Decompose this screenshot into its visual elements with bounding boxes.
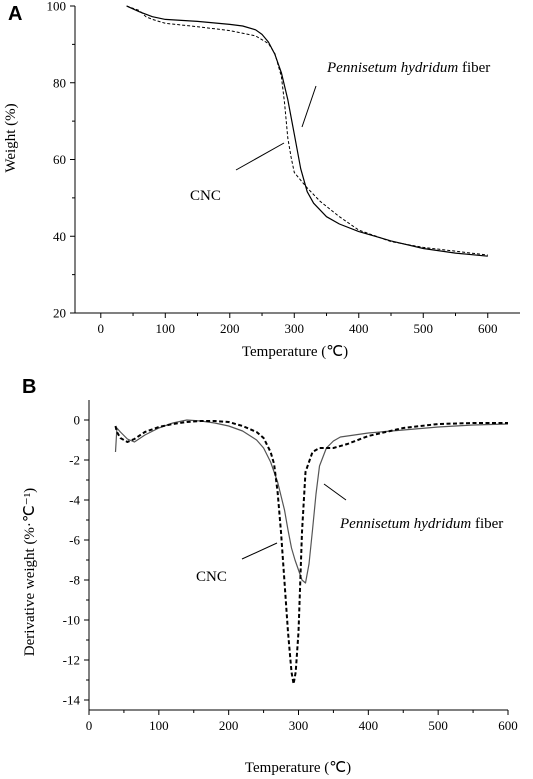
panel-b-cnc-annotation: CNC xyxy=(196,569,227,585)
panel-a-x-tick-label: 300 xyxy=(285,321,305,336)
panel-a-y-axis-title: Weight (%) xyxy=(3,103,19,172)
panel-b-x-tick-label: 300 xyxy=(289,718,309,733)
panel-b-x-tick-label: 600 xyxy=(498,718,518,733)
panel-b-x-tick-label: 400 xyxy=(359,718,379,733)
panel-b-cnc-leader xyxy=(241,542,278,560)
panel-a-x-ticks: 0 100 200 300 400 500 600 xyxy=(98,313,498,336)
panel-b-letter: B xyxy=(22,376,36,398)
panel-a-series xyxy=(126,5,488,257)
panel-a-series-cnc-line xyxy=(126,5,488,256)
panel-a: A 0 100 200 300 400 500 600 20 40 60 80 100 Temper… xyxy=(3,0,520,360)
panel-b-y-tick-label: -2 xyxy=(69,453,80,468)
panel-a-fiber-leader xyxy=(301,85,317,128)
panel-b-y-tick-label: -14 xyxy=(63,693,81,708)
panel-b-fiber-leader xyxy=(323,483,347,501)
panel-b-series-cnc-line xyxy=(114,420,508,685)
panel-b-y-tick-label: -12 xyxy=(63,653,80,668)
panel-a-x-axis-title: Temperature (℃) xyxy=(242,344,348,360)
panel-a-x-tick-label: 500 xyxy=(414,321,434,336)
panel-b-y-tick-label: -10 xyxy=(63,613,80,628)
panel-a-y-tick-label: 100 xyxy=(47,0,67,14)
panel-b-fiber-annotation-italic: Pennisetum hydridum xyxy=(339,516,471,532)
panel-b-fiber-annotation-rest: fiber xyxy=(471,516,503,532)
panel-b-y-ticks: 0 -2 -4 -6 -8 -10 -12 -14 xyxy=(63,413,89,708)
panel-b-x-tick-label: 0 xyxy=(86,718,93,733)
panel-b: B 0 100 200 300 400 500 600 0 -2 -4 -6 -8 -10 -12 -14… xyxy=(22,376,518,776)
panel-a-y-ticks: 20 40 60 80 100 xyxy=(47,0,75,321)
panel-b-series-fiber-line xyxy=(114,419,509,584)
panel-a-x-tick-label: 0 xyxy=(98,321,105,336)
panel-a-x-tick-label: 600 xyxy=(478,321,498,336)
panel-b-series xyxy=(114,419,509,685)
panel-b-x-tick-label: 100 xyxy=(149,718,169,733)
panel-b-y-tick-label: 0 xyxy=(74,413,81,428)
panel-a-y-tick-label: 80 xyxy=(53,75,66,90)
panel-a-x-tick-label: 200 xyxy=(220,321,240,336)
panel-a-x-tick-label: 400 xyxy=(349,321,369,336)
panel-a-x-tick-label: 100 xyxy=(156,321,176,336)
panel-a-letter: A xyxy=(8,3,22,25)
panel-a-fiber-annotation: Pennisetum hydridum fiber xyxy=(326,60,490,76)
panel-b-y-axis-title: Derivative weight (%·℃⁻¹) xyxy=(22,488,38,656)
panel-a-y-tick-label: 40 xyxy=(53,229,66,244)
panel-a-y-tick-label: 20 xyxy=(53,306,66,321)
panel-b-x-tick-label: 200 xyxy=(219,718,239,733)
panel-b-x-ticks: 0 100 200 300 400 500 600 xyxy=(86,710,518,733)
panel-b-y-tick-label: -4 xyxy=(69,493,80,508)
panel-b-x-tick-label: 500 xyxy=(428,718,448,733)
panel-a-y-tick-label: 60 xyxy=(53,152,66,167)
panel-a-fiber-annotation-rest: fiber xyxy=(458,60,490,76)
panel-a-cnc-annotation: CNC xyxy=(190,188,221,204)
panel-a-series-fiber-line xyxy=(126,5,488,257)
panel-a-cnc-leader xyxy=(235,142,285,171)
panel-b-y-tick-label: -8 xyxy=(69,573,80,588)
panel-b-y-tick-label: -6 xyxy=(69,533,80,548)
panel-b-fiber-annotation: Pennisetum hydridum fiber xyxy=(339,516,503,532)
panel-a-fiber-annotation-italic: Pennisetum hydridum xyxy=(326,60,458,76)
panel-b-x-axis-title: Temperature (℃) xyxy=(245,760,351,776)
